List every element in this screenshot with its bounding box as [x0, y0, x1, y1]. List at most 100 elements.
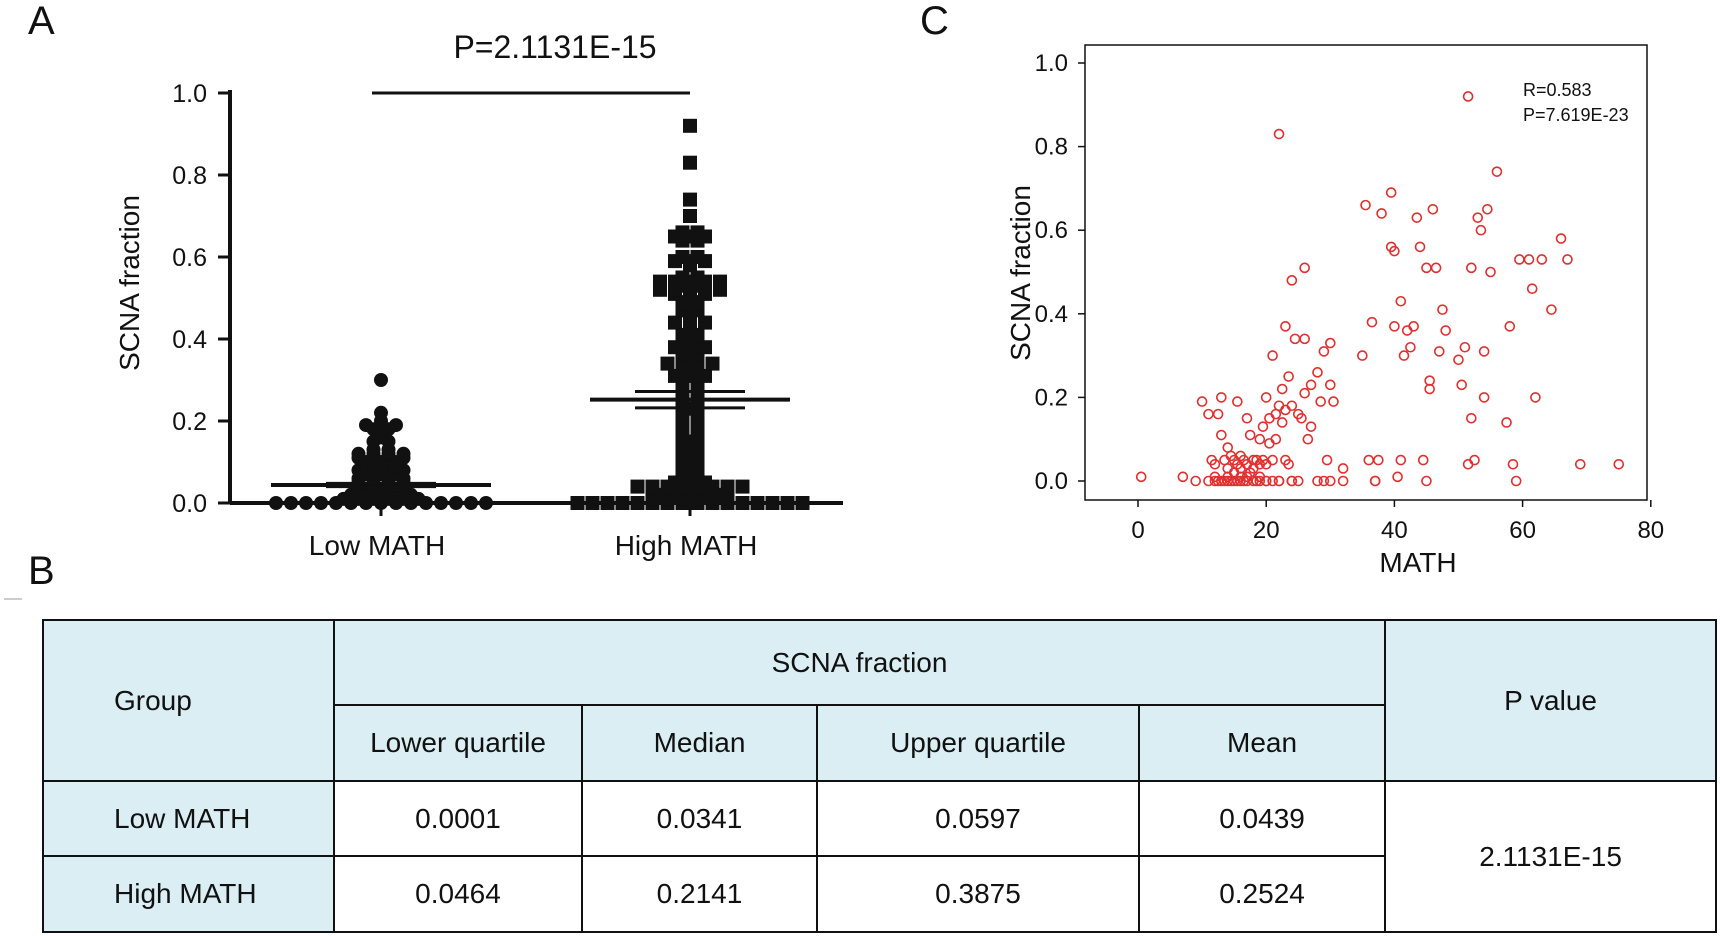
c-point	[1286, 275, 1298, 286]
cell-low-upper-quartile: 0.0597	[816, 780, 1140, 857]
c-point	[1369, 475, 1381, 487]
c-point	[1424, 383, 1435, 395]
c-y-tick-label: 0.4	[1035, 301, 1068, 328]
c-point	[1478, 392, 1490, 403]
c-point	[1405, 341, 1416, 353]
a-point-high-math	[683, 155, 697, 170]
a-point-high-math	[690, 225, 705, 240]
subheader-median: Median	[581, 704, 818, 782]
c-point	[1276, 417, 1288, 428]
c-point	[1299, 333, 1310, 345]
c-x-ticks: 0 20 40 60 80	[1131, 500, 1664, 544]
c-point	[1389, 245, 1400, 257]
a-point-high-math	[660, 356, 675, 371]
c-y-tick-label: 0.2	[1035, 384, 1068, 411]
a-point-high-math	[615, 496, 630, 510]
c-point	[1337, 475, 1349, 487]
c-point	[1408, 321, 1419, 332]
a-point-high-math	[735, 496, 750, 510]
c-point	[1574, 458, 1586, 470]
a-point-high-math	[668, 315, 682, 330]
c-point	[1177, 471, 1189, 483]
c-y-tick-label: 0.0	[1035, 468, 1068, 495]
cell-high-mean: 0.2524	[1137, 855, 1387, 933]
a-point-high-math	[683, 209, 697, 223]
c-point	[1478, 346, 1490, 357]
header-p-value: P value	[1384, 619, 1718, 782]
c-point	[1270, 433, 1282, 445]
c-point	[1437, 304, 1448, 315]
c-point	[1392, 471, 1403, 483]
c-point	[1325, 379, 1336, 391]
c-point	[1254, 475, 1266, 487]
a-point-high-math	[735, 479, 750, 494]
c-point	[1203, 408, 1214, 420]
panel-letter-a: A	[28, 0, 55, 43]
a-point-low-math	[449, 496, 463, 510]
c-point	[1325, 337, 1336, 349]
c-point	[1427, 204, 1439, 215]
a-point-low-math	[396, 446, 411, 461]
c-point	[1325, 475, 1336, 487]
c-point	[1235, 471, 1246, 483]
c-point	[1302, 433, 1314, 445]
a-y-tick-label: 0.6	[172, 244, 207, 272]
c-point	[1190, 475, 1201, 487]
cell-high-median: 0.2141	[581, 855, 818, 933]
c-point	[1318, 346, 1330, 357]
c-point	[1299, 262, 1310, 274]
c-r-annotation: R=0.583	[1523, 80, 1592, 100]
c-point	[1318, 475, 1330, 487]
c-point	[1469, 454, 1480, 466]
c-point	[1216, 392, 1227, 403]
a-point-high-math	[645, 479, 660, 494]
c-point	[1546, 304, 1557, 315]
c-point	[1360, 199, 1371, 211]
c-point	[1373, 454, 1384, 466]
a-point-high-math	[713, 274, 727, 289]
c-point	[1414, 241, 1426, 253]
a-point-high-math	[780, 496, 795, 510]
c-point	[1222, 471, 1234, 483]
a-point-high-math	[675, 225, 690, 240]
c-point	[1395, 295, 1407, 307]
c-point	[1216, 429, 1227, 441]
c-point	[1430, 262, 1442, 274]
c-point	[1526, 283, 1538, 295]
c-point	[1401, 325, 1413, 336]
c-x-tick-label: 80	[1637, 517, 1664, 544]
a-point-low-math	[374, 373, 388, 387]
c-point	[1260, 392, 1272, 403]
c-point	[1395, 454, 1407, 466]
a-point-high-math	[683, 192, 697, 207]
c-point	[1462, 91, 1474, 102]
c-point	[1299, 387, 1310, 399]
c-point	[1241, 412, 1253, 424]
c-point	[1501, 417, 1512, 428]
a-point-high-math	[690, 250, 705, 264]
c-y-tick-label: 0.6	[1035, 217, 1068, 244]
c-point	[1264, 438, 1275, 449]
a-point-low-math	[314, 496, 328, 510]
c-y-tick-label: 0.8	[1035, 134, 1068, 161]
a-point-high-math	[630, 479, 645, 494]
c-point	[1296, 412, 1307, 424]
row-label-high-math: High MATH	[42, 855, 335, 933]
c-point	[1357, 350, 1368, 361]
c-y-tick-label: 1.0	[1035, 50, 1068, 77]
c-point	[1267, 475, 1278, 487]
header-scna-fraction: SCNA fraction	[332, 619, 1387, 706]
c-point	[1244, 429, 1256, 441]
c-point	[1398, 350, 1410, 361]
c-point	[1421, 262, 1432, 274]
panel-c-scatter: 0.0 0.2 0.4 0.6 0.8 1.0 0 20 40 60 80 MATH SCNA f…	[1005, 44, 1664, 578]
c-point	[1385, 187, 1397, 198]
cell-p-value: 2.1131E-15	[1384, 780, 1718, 933]
a-x-ticks: Low MATH High MATH	[309, 503, 757, 561]
a-point-high-math	[653, 274, 667, 289]
c-point	[1257, 421, 1269, 432]
a-point-high-math	[690, 270, 705, 285]
a-y-tick-label: 1.0	[172, 80, 207, 108]
c-point	[1321, 454, 1333, 466]
c-point	[1260, 475, 1272, 487]
